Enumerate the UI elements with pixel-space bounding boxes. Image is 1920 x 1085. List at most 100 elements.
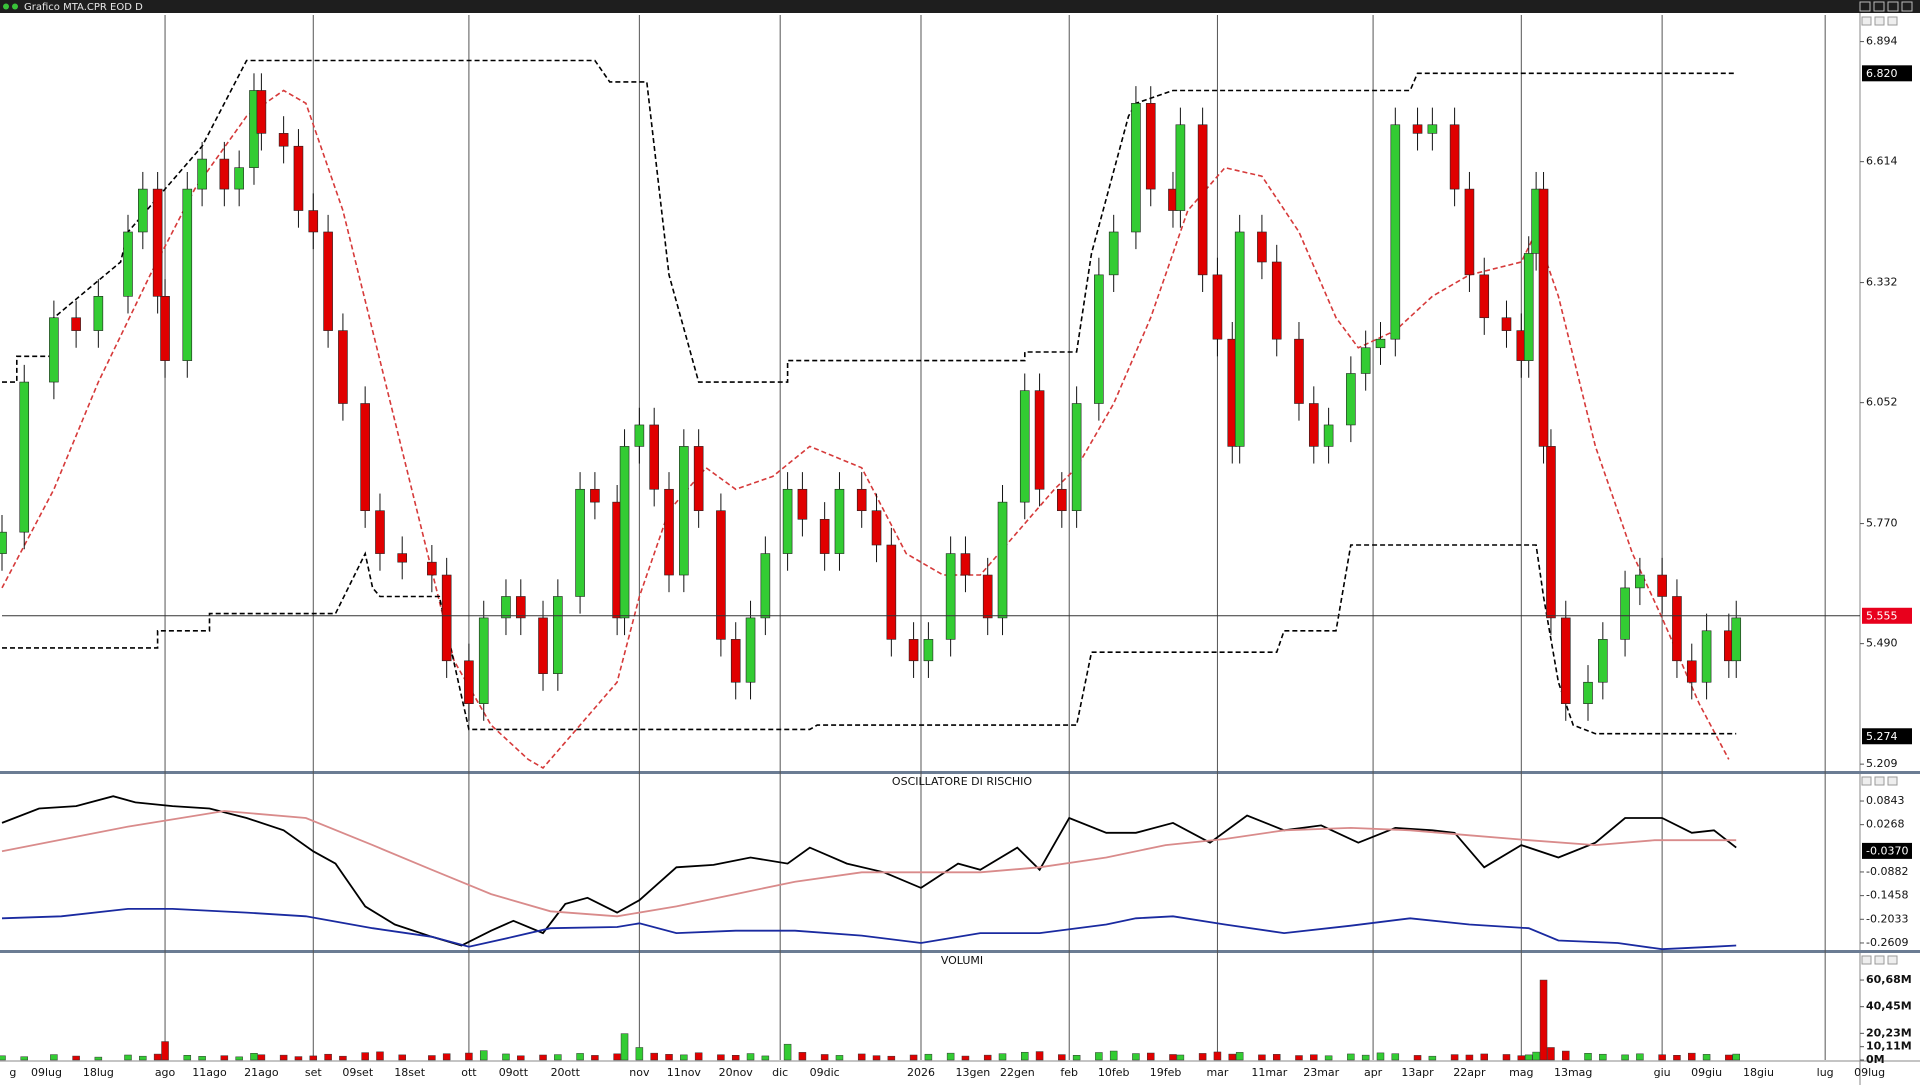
panel-button[interactable] bbox=[1874, 776, 1885, 786]
volume-bar bbox=[554, 1054, 562, 1061]
candle-body bbox=[1449, 124, 1460, 190]
panel-button[interactable] bbox=[1861, 955, 1872, 965]
candle-body bbox=[234, 167, 244, 190]
window-controls[interactable] bbox=[1859, 1, 1913, 12]
window-icon bbox=[3, 3, 9, 10]
y-tick-label: 5.209 bbox=[1866, 757, 1898, 770]
y-tick-label: 20,23M bbox=[1866, 1026, 1912, 1039]
candle-body bbox=[1294, 338, 1304, 404]
candle-body bbox=[871, 510, 882, 546]
candle-body bbox=[1501, 317, 1512, 331]
volume-bar bbox=[1072, 1055, 1081, 1061]
volume-bar bbox=[1213, 1051, 1222, 1061]
y-tick-label: 6.332 bbox=[1866, 276, 1898, 289]
volume-bar bbox=[620, 1033, 629, 1061]
x-tick-label: dic bbox=[772, 1066, 788, 1079]
candle-body bbox=[71, 317, 81, 331]
volume-bar bbox=[983, 1054, 992, 1061]
volume-bar bbox=[1198, 1053, 1207, 1061]
x-tick-label: 18giu bbox=[1743, 1066, 1774, 1079]
panel-button[interactable] bbox=[1861, 776, 1872, 786]
candle-body bbox=[93, 296, 104, 331]
volume-bar bbox=[1584, 1053, 1592, 1061]
candle-body bbox=[293, 145, 304, 211]
candle-body bbox=[634, 424, 645, 447]
title-bar bbox=[0, 0, 1920, 13]
volume-bar bbox=[946, 1052, 955, 1061]
volume-bar bbox=[613, 1053, 621, 1061]
x-tick-label: giu bbox=[1654, 1066, 1671, 1079]
volume-bar bbox=[376, 1051, 384, 1061]
volume-bar bbox=[1532, 1051, 1540, 1061]
candle-body bbox=[997, 501, 1008, 619]
volume-bar bbox=[479, 1050, 488, 1061]
candle-body bbox=[1308, 403, 1319, 447]
x-tick-label: mag bbox=[1509, 1066, 1533, 1079]
oscillator-line bbox=[1, 908, 1737, 951]
price-tag-label: 5.274 bbox=[1866, 730, 1898, 743]
candle-body bbox=[1212, 274, 1223, 340]
panel-button[interactable] bbox=[1874, 16, 1885, 26]
volume-bar bbox=[1132, 1053, 1140, 1061]
overlay-line bbox=[2, 544, 1737, 735]
volume-bar bbox=[220, 1055, 229, 1061]
volume-bar bbox=[998, 1053, 1007, 1061]
close-button[interactable] bbox=[1901, 1, 1913, 12]
maximize-button[interactable] bbox=[1873, 1, 1885, 12]
candle-body bbox=[1034, 390, 1045, 490]
volume-bar bbox=[635, 1047, 644, 1061]
x-tick-label: 09dic bbox=[810, 1066, 840, 1079]
minimize-button[interactable] bbox=[1859, 1, 1871, 12]
restore-button[interactable] bbox=[1887, 1, 1899, 12]
volume-bar bbox=[909, 1054, 918, 1061]
volume-bar bbox=[1310, 1054, 1318, 1061]
candle-body bbox=[1360, 347, 1371, 374]
x-tick-label: 22gen bbox=[1000, 1066, 1035, 1079]
y-tick-label: 0.0843 bbox=[1866, 794, 1905, 807]
panel-button[interactable] bbox=[1887, 16, 1898, 26]
volume-bar bbox=[398, 1054, 406, 1061]
panel-divider bbox=[0, 950, 1920, 953]
candle-body bbox=[160, 296, 170, 361]
volume-bar bbox=[665, 1054, 673, 1061]
volume-bar bbox=[1376, 1052, 1385, 1061]
volume-bar bbox=[924, 1053, 933, 1061]
x-tick-label: 11nov bbox=[667, 1066, 702, 1079]
volume-bar bbox=[294, 1056, 303, 1061]
volume-bar bbox=[1169, 1054, 1177, 1061]
volume-bar bbox=[279, 1054, 288, 1061]
volume-bar bbox=[857, 1053, 866, 1061]
volume-bar bbox=[835, 1055, 844, 1061]
candle-body bbox=[338, 330, 348, 404]
volume-bar bbox=[1599, 1053, 1607, 1061]
candle-body bbox=[693, 446, 704, 512]
panel-button[interactable] bbox=[1887, 776, 1898, 786]
panel-buttons[interactable] bbox=[1861, 16, 1898, 965]
candle-body bbox=[538, 617, 548, 674]
price-tag bbox=[1862, 728, 1912, 745]
x-tick-label: 18lug bbox=[83, 1066, 114, 1079]
x-tick-label: 11ago bbox=[192, 1066, 227, 1079]
volume-bar bbox=[1502, 1054, 1511, 1061]
x-tick-label: ott bbox=[461, 1066, 477, 1079]
volume-bar bbox=[1413, 1055, 1422, 1061]
volume-bar bbox=[72, 1055, 80, 1061]
x-tick-label: 19feb bbox=[1150, 1066, 1182, 1079]
y-tick-label: 0.0268 bbox=[1866, 818, 1905, 831]
volume-bar bbox=[872, 1055, 881, 1061]
candle-body bbox=[1108, 231, 1119, 276]
volume-bar bbox=[1621, 1054, 1629, 1061]
candle-body bbox=[1271, 261, 1282, 340]
panel-button[interactable] bbox=[1887, 955, 1898, 965]
y-tick-label: 0M bbox=[1866, 1053, 1885, 1066]
candle-body bbox=[138, 188, 148, 233]
x-tick-label: 09lug bbox=[31, 1066, 62, 1079]
candle-body bbox=[1175, 124, 1186, 211]
panel-button[interactable] bbox=[1874, 955, 1885, 965]
volume-bar bbox=[124, 1054, 132, 1061]
x-tick-label: 09giu bbox=[1691, 1066, 1722, 1079]
x-tick-label: 23mar bbox=[1303, 1066, 1339, 1079]
x-tick-label: nov bbox=[629, 1066, 650, 1079]
volume-bar bbox=[783, 1043, 792, 1061]
panel-button[interactable] bbox=[1861, 16, 1872, 26]
